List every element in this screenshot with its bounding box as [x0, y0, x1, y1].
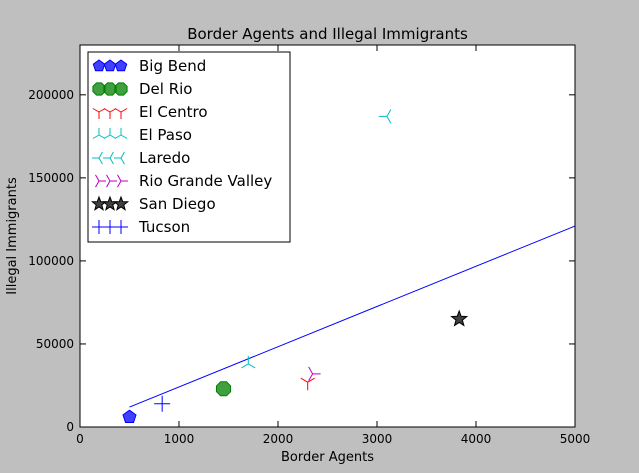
- x-tick-label: 1000: [164, 432, 195, 446]
- legend-label-rio-grande-valley: Rio Grande Valley: [139, 172, 272, 190]
- legend-marker-san-diego: [112, 195, 130, 211]
- legend-marker-del-rio: [92, 82, 106, 96]
- legend-marker-del-rio: [103, 82, 117, 96]
- x-tick-label: 2000: [263, 432, 294, 446]
- point-san-diego: [450, 309, 469, 327]
- legend-marker-big-bend: [114, 59, 128, 72]
- legend-label-tucson: Tucson: [138, 218, 190, 236]
- x-tick-label: 0: [76, 432, 84, 446]
- legend-marker-el-paso: [114, 128, 128, 139]
- legend-label-san-diego: San Diego: [139, 195, 216, 213]
- y-tick-label: 150000: [28, 171, 74, 185]
- trend-line: [129, 225, 576, 408]
- point-el-paso: [241, 355, 256, 369]
- legend-marker-tucson: [114, 220, 128, 234]
- plot-frame: [79, 44, 576, 428]
- point-del-rio: [216, 381, 232, 397]
- legend-label-big-bend: Big Bend: [139, 57, 206, 75]
- x-tick-label: 3000: [362, 432, 393, 446]
- legend-marker-rio-grande-valley: [106, 174, 117, 188]
- point-el-centro: [300, 377, 315, 391]
- point-laredo: [378, 109, 392, 124]
- legend-label-el-centro: El Centro: [139, 103, 208, 121]
- x-axis-label: Border Agents: [281, 450, 374, 465]
- point-tucson: [154, 395, 171, 412]
- y-tick-label: 200000: [28, 88, 74, 102]
- legend-marker-el-centro: [114, 108, 128, 119]
- y-tick-label: 50000: [36, 337, 74, 351]
- point-big-bend: [122, 409, 137, 423]
- x-tick-label: 5000: [560, 432, 591, 446]
- point-rio-grande-valley: [308, 366, 321, 382]
- x-tick-label: 4000: [461, 432, 492, 446]
- y-tick-label: 0: [66, 420, 74, 434]
- legend-label-el-paso: El Paso: [139, 126, 192, 144]
- y-axis-label: Illegal Immigrants: [5, 177, 20, 295]
- axis-ticks: 0 1000 2000 3000 4000 50000500001000001500002…: [28, 45, 590, 446]
- legend-marker-rio-grande-valley: [117, 174, 128, 188]
- legend-marker-del-rio: [114, 82, 128, 96]
- chart-title: Border Agents and Illegal Immigrants: [187, 25, 468, 43]
- legend: Big Bend Del Rio El Centro El Paso Laredo Rio…: [87, 51, 291, 243]
- plot-layer: [122, 109, 576, 423]
- legend-marker-laredo: [114, 151, 125, 165]
- legend-marker-laredo: [92, 151, 103, 165]
- legend-marker-big-bend: [92, 59, 106, 72]
- legend-label-laredo: Laredo: [139, 149, 190, 167]
- legend-marker-laredo: [103, 151, 114, 165]
- legend-marker-big-bend: [103, 59, 117, 72]
- legend-marker-rio-grande-valley: [95, 174, 106, 188]
- legend-label-del-rio: Del Rio: [139, 80, 192, 98]
- y-tick-label: 100000: [28, 254, 74, 268]
